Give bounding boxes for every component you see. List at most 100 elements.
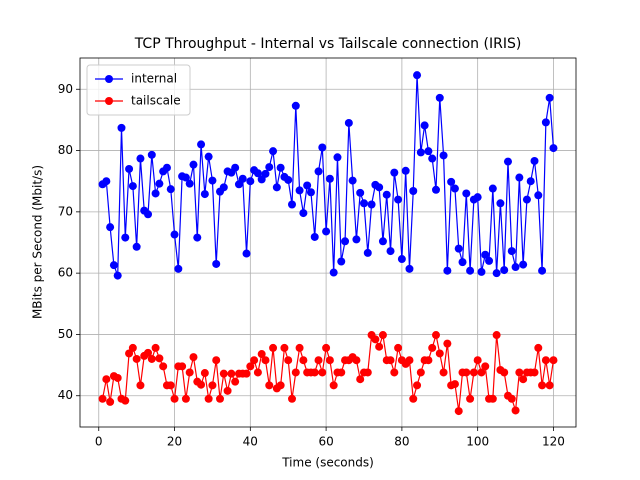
data-point xyxy=(447,177,456,186)
data-point xyxy=(405,264,414,273)
data-point xyxy=(125,164,134,173)
data-point xyxy=(238,174,247,183)
data-point xyxy=(386,356,395,365)
data-point xyxy=(488,184,497,193)
data-point xyxy=(170,394,179,403)
data-point xyxy=(288,394,297,403)
data-point xyxy=(477,368,486,377)
data-point xyxy=(545,381,554,390)
y-tick-label: 90 xyxy=(58,82,73,96)
data-point xyxy=(359,199,368,208)
data-point xyxy=(477,267,486,276)
data-point xyxy=(314,356,323,365)
data-point xyxy=(219,183,228,192)
data-point xyxy=(174,264,183,273)
data-point xyxy=(113,373,122,382)
data-point xyxy=(322,227,331,236)
data-point xyxy=(269,343,278,352)
data-point xyxy=(310,232,319,241)
data-point xyxy=(219,369,228,378)
data-point xyxy=(151,343,160,352)
chart-title: TCP Throughput - Internal vs Tailscale c… xyxy=(134,36,522,52)
data-point xyxy=(250,356,259,365)
data-point xyxy=(333,153,342,162)
data-point xyxy=(485,256,494,265)
data-point xyxy=(511,263,520,272)
data-point xyxy=(481,362,490,371)
data-point xyxy=(481,250,490,259)
data-point xyxy=(390,368,399,377)
data-point xyxy=(352,356,361,365)
data-point xyxy=(253,169,262,178)
legend-marker xyxy=(105,97,113,105)
data-point xyxy=(507,247,516,256)
y-axis-label: MBits per Second (Mbit/s) xyxy=(31,165,45,319)
legend-label: internal xyxy=(131,72,177,86)
data-point xyxy=(204,394,213,403)
data-point xyxy=(291,368,300,377)
data-point xyxy=(534,343,543,352)
data-point xyxy=(435,93,444,102)
data-point xyxy=(208,381,217,390)
data-point xyxy=(113,271,122,280)
legend-box xyxy=(86,64,191,116)
data-point xyxy=(242,249,251,258)
data-point xyxy=(541,356,550,365)
x-axis-label: Time (seconds) xyxy=(281,456,374,470)
data-point xyxy=(435,349,444,358)
data-point xyxy=(420,121,429,130)
data-point xyxy=(284,356,293,365)
data-point xyxy=(394,195,403,204)
data-point xyxy=(549,144,558,153)
data-point xyxy=(193,233,202,242)
data-point xyxy=(375,342,384,351)
data-point xyxy=(223,386,232,395)
data-point xyxy=(466,266,475,275)
data-point xyxy=(261,169,270,178)
data-point xyxy=(511,406,520,415)
data-point xyxy=(189,160,198,169)
data-point xyxy=(458,258,467,267)
data-point xyxy=(208,176,217,185)
data-point xyxy=(98,394,107,403)
data-point xyxy=(200,190,209,199)
data-point xyxy=(265,381,274,390)
data-point xyxy=(549,356,558,365)
data-point xyxy=(276,163,285,172)
data-point xyxy=(473,356,482,365)
data-point xyxy=(450,380,459,389)
data-point xyxy=(507,394,516,403)
data-point xyxy=(325,356,334,365)
data-point xyxy=(416,148,425,157)
data-point xyxy=(500,266,509,275)
data-point xyxy=(378,331,387,340)
data-point xyxy=(269,147,278,156)
data-point xyxy=(144,210,153,219)
axes-frame xyxy=(79,57,577,428)
data-point xyxy=(450,184,459,193)
data-point xyxy=(416,368,425,377)
y-tick-label: 60 xyxy=(58,266,73,280)
data-point xyxy=(325,174,334,183)
data-point xyxy=(216,394,225,403)
data-point xyxy=(265,163,274,172)
x-tick-label: 0 xyxy=(95,435,103,449)
data-point xyxy=(132,354,141,363)
legend-marker xyxy=(105,75,113,83)
data-point xyxy=(132,242,141,251)
data-point xyxy=(102,177,111,186)
x-tick-label: 100 xyxy=(466,435,489,449)
data-point xyxy=(428,343,437,352)
data-point xyxy=(212,259,221,268)
data-point xyxy=(121,396,130,405)
data-point xyxy=(541,118,550,127)
data-point xyxy=(212,356,221,365)
data-point xyxy=(310,368,319,377)
data-point xyxy=(344,118,353,127)
data-point xyxy=(413,71,422,80)
data-point xyxy=(462,368,471,377)
data-point xyxy=(356,375,365,384)
x-tick-label: 120 xyxy=(542,435,565,449)
data-point xyxy=(530,156,539,165)
